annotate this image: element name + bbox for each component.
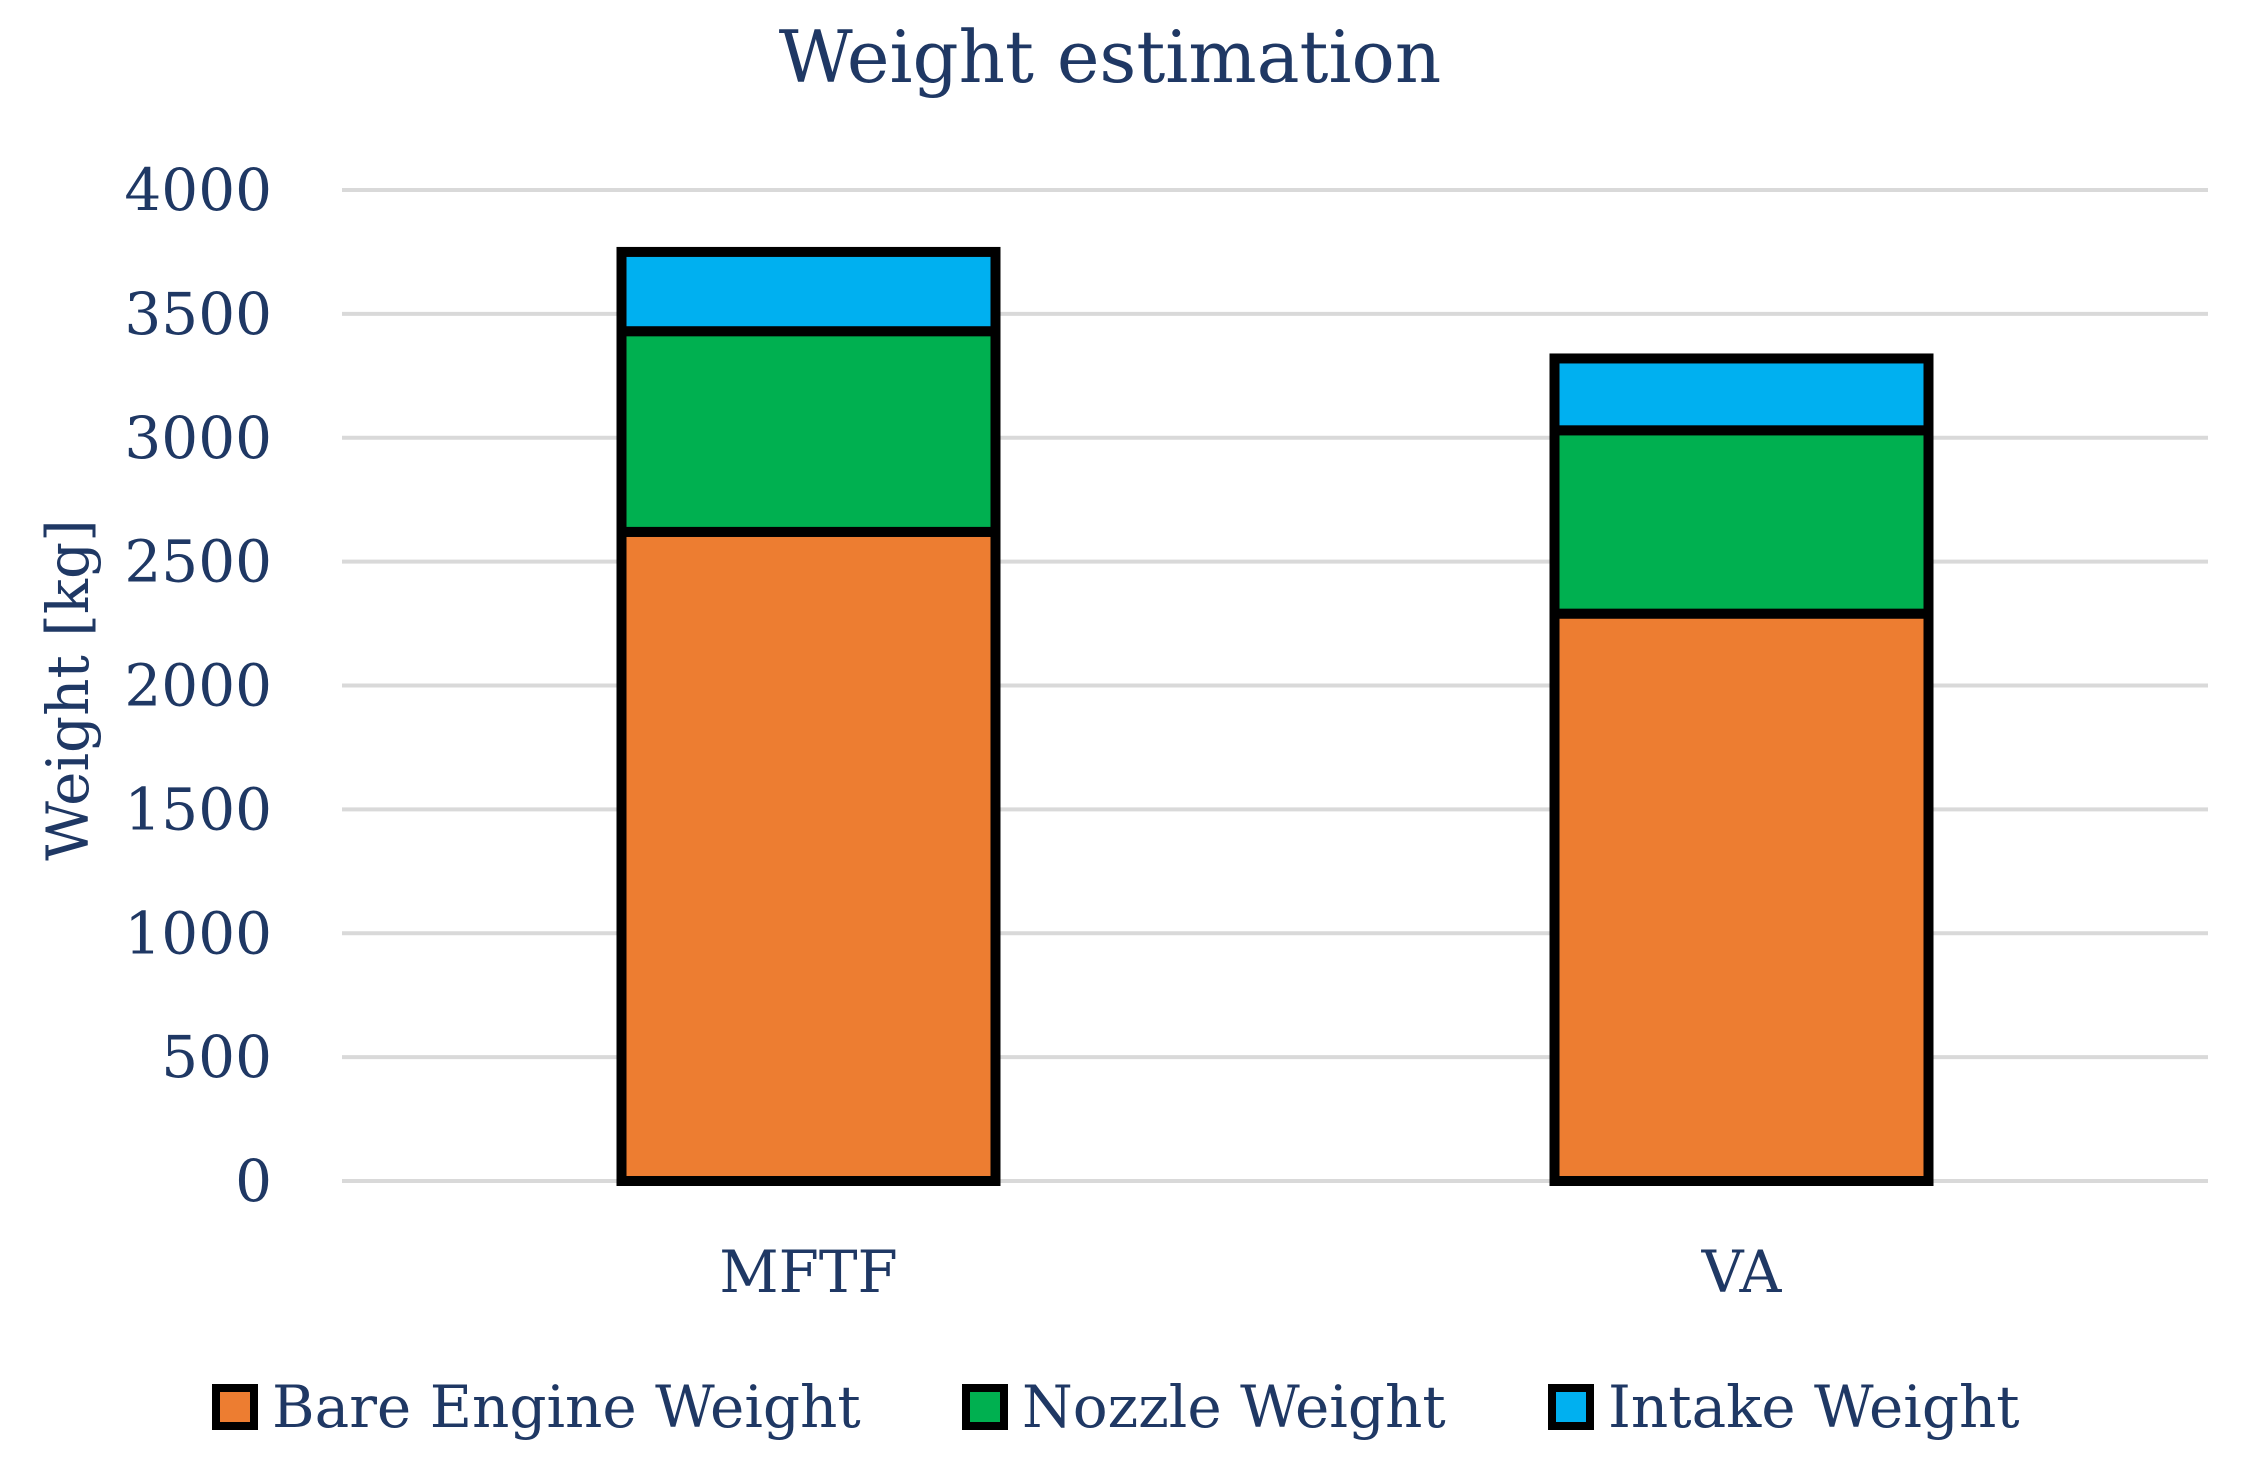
y-tick-label: 2000: [124, 652, 272, 720]
y-tick-label: 4000: [124, 156, 272, 224]
bar-segment: [616, 526, 1001, 1186]
legend-swatch: [1548, 1384, 1594, 1430]
legend-swatch: [962, 1384, 1008, 1430]
legend-label: Bare Engine Weight: [272, 1373, 861, 1441]
y-tick-label: 3500: [124, 280, 272, 348]
y-tick-label: 2500: [124, 528, 272, 596]
x-axis-ticks: MFTF VA: [719, 1238, 1782, 1306]
bar-segment: [1549, 353, 1934, 436]
legend: Bare Engine Weight Nozzle Weight Intake We…: [212, 1373, 2020, 1441]
x-tick-label: MFTF: [719, 1238, 898, 1306]
y-tick-label: 1500: [124, 775, 272, 843]
y-axis-label: Weight [kg]: [34, 519, 102, 861]
bars: [616, 246, 1934, 1186]
bar-segment: [1549, 425, 1934, 619]
bar-segment: [616, 246, 1001, 337]
chart-title: Weight estimation: [779, 15, 1441, 99]
legend-swatch: [212, 1384, 258, 1430]
bar-segment: [616, 326, 1001, 537]
legend-label: Nozzle Weight: [1022, 1373, 1446, 1441]
y-axis-ticks: 0 500 1000 1500 2000 2500 3000 3500 4000: [124, 156, 272, 1215]
y-tick-label: 1000: [124, 899, 272, 967]
x-tick-label: VA: [1701, 1238, 1783, 1306]
y-tick-label: 3000: [124, 404, 272, 472]
bar-segment: [1549, 608, 1934, 1186]
y-tick-label: 0: [235, 1147, 272, 1215]
legend-label: Intake Weight: [1608, 1373, 2020, 1441]
y-tick-label: 500: [161, 1023, 272, 1091]
